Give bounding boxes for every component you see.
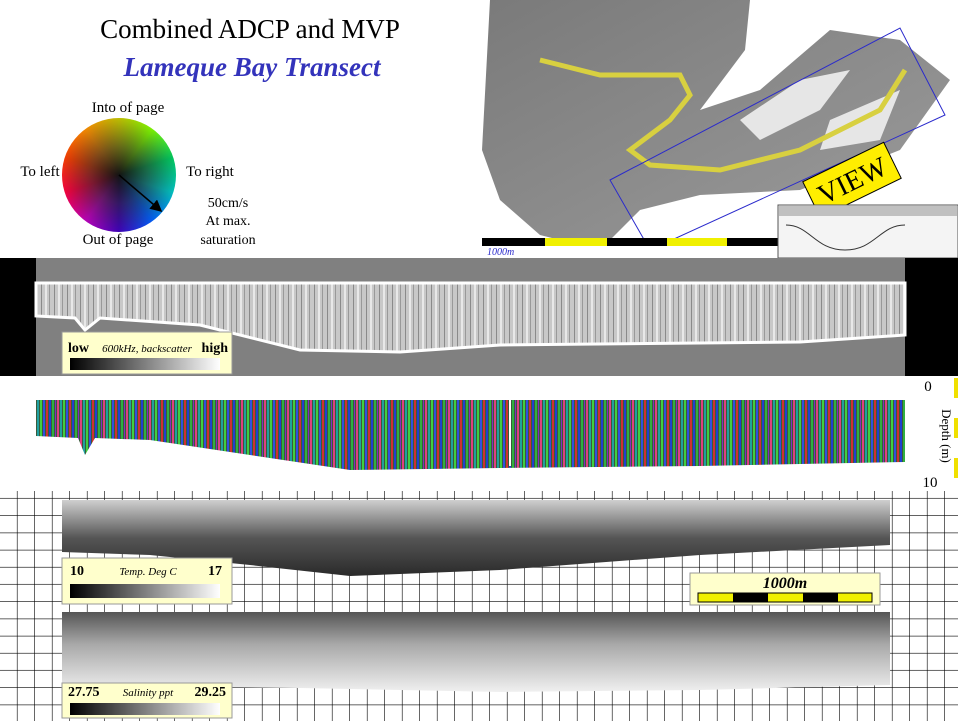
wheel-label: To right [186, 164, 235, 180]
map-scale [482, 238, 780, 247]
wheel-label: To left [20, 164, 60, 180]
figure: Combined ADCP and MVP Lameque Bay Transe… [0, 0, 958, 721]
scale-bar [698, 593, 872, 602]
edge [0, 258, 36, 376]
legend-low: low [68, 341, 90, 356]
map-scale-bg [482, 246, 780, 258]
edge [905, 258, 958, 376]
depth-scale [954, 418, 958, 438]
legend-ramp [70, 584, 220, 598]
scale-bar [733, 593, 768, 602]
salinity-section [62, 612, 890, 692]
inset-titlebar [779, 206, 957, 216]
map-scale [545, 238, 607, 247]
legend-label: Salinity ppt [123, 687, 174, 699]
legend-low: 27.75 [68, 685, 100, 700]
subtitle: Lameque Bay Transect [123, 52, 382, 82]
wheel-label: Into of page [92, 100, 165, 116]
legend-low: 10 [70, 564, 84, 579]
legend-high: 17 [208, 564, 222, 579]
scale-label: 1000m [763, 575, 807, 592]
canvas: Combined ADCP and MVP Lameque Bay Transe… [0, 0, 958, 721]
wheel-note: At max. [205, 214, 250, 229]
color-wheel [62, 118, 176, 232]
depth-tick: 10 [923, 475, 938, 491]
map-scale [667, 238, 727, 247]
velocity-section [36, 400, 905, 470]
legend-high: high [202, 341, 229, 356]
depth-scale [954, 458, 958, 478]
wheel-note: 50cm/s [208, 196, 248, 211]
wheel-note: saturation [200, 233, 255, 248]
wheel-label: Out of page [83, 232, 154, 248]
legend-ramp [70, 358, 220, 370]
map-scale-label: 1000m [487, 247, 514, 258]
legend-ramp [70, 703, 220, 715]
scale-bar [803, 593, 838, 602]
legend-label: Temp. Deg C [119, 566, 177, 578]
depth-tick: 0 [924, 379, 932, 395]
legend-label: 600kHz, backscatter [102, 343, 193, 355]
depth-label: Depth (m) [939, 409, 954, 463]
title: Combined ADCP and MVP [100, 14, 400, 44]
legend-high: 29.25 [195, 685, 227, 700]
depth-scale [954, 378, 958, 398]
